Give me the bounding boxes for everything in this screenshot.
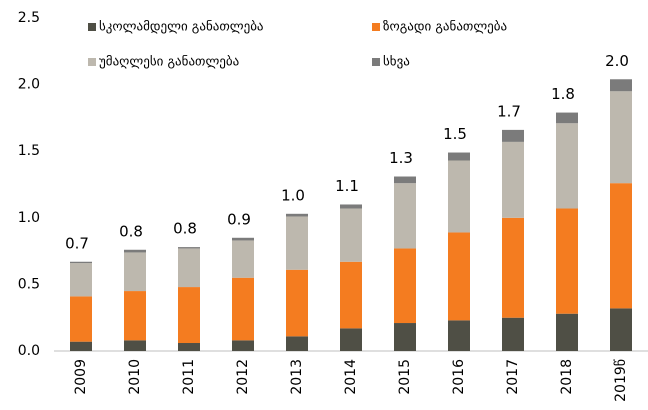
bar-segment: [610, 308, 632, 351]
bar-segment: [448, 160, 470, 233]
bar-segment: [448, 152, 470, 161]
x-tick-label: 2017: [505, 359, 521, 395]
legend-label: სხვა: [383, 55, 410, 70]
x-tick-label: 2014: [343, 359, 359, 395]
total-label: 1.7: [497, 102, 521, 120]
bar-segment: [340, 328, 362, 351]
total-label: 0.7: [65, 234, 89, 252]
bar-segment: [394, 248, 416, 324]
x-tick-label: 2011: [181, 359, 197, 395]
bar-segment: [502, 217, 524, 318]
bar-segment: [556, 208, 578, 314]
bar-segment: [394, 183, 416, 249]
y-tick-label: 0.0: [18, 343, 40, 359]
bar-segment: [232, 237, 254, 241]
total-label: 1.0: [281, 186, 305, 204]
bar-segment: [556, 313, 578, 351]
x-tick-label: 2018: [559, 359, 575, 395]
y-tick-label: 2.5: [18, 10, 40, 26]
bar-segment: [448, 320, 470, 351]
legend-label: უმაღლესი განათლება: [99, 55, 239, 70]
bar-segment: [124, 291, 146, 341]
y-tick-label: 2.0: [18, 77, 40, 93]
bar-segment: [70, 296, 92, 342]
bar-segment: [232, 277, 254, 341]
total-label: 1.3: [389, 149, 413, 167]
bar-segment: [286, 336, 308, 351]
bar-segment: [502, 129, 524, 142]
bar-segment: [178, 247, 200, 249]
legend-label: ზოგადი განათლება: [383, 20, 507, 35]
bar-segment: [556, 123, 578, 209]
bar-segment: [610, 183, 632, 309]
bar-segment: [502, 141, 524, 218]
bar-segment: [394, 176, 416, 184]
total-label: 0.8: [173, 220, 197, 238]
y-tick-label: 1.0: [18, 210, 40, 226]
total-label: 2.0: [605, 52, 629, 70]
bar-segment: [286, 269, 308, 337]
bar-segment: [70, 341, 92, 351]
total-label: 1.8: [551, 85, 575, 103]
x-tick-label: 2015: [397, 359, 413, 395]
bar-segment: [178, 343, 200, 351]
total-label: 0.9: [227, 210, 251, 228]
legend-swatch: [88, 23, 96, 31]
bar-segment: [124, 340, 146, 351]
bar-segment: [286, 216, 308, 270]
legend-swatch: [372, 23, 380, 31]
bar-segment: [610, 79, 632, 92]
total-label: 0.8: [119, 222, 143, 240]
bar-segment: [232, 340, 254, 351]
total-label: 1.5: [443, 125, 467, 143]
bar-segment: [394, 323, 416, 351]
bar-segment: [124, 249, 146, 253]
x-tick-label: 2010: [127, 359, 143, 395]
y-tick-label: 1.5: [18, 143, 40, 159]
legend-swatch: [88, 58, 96, 66]
bar-segment: [178, 287, 200, 344]
bar-segment: [178, 248, 200, 288]
bar-segment: [340, 208, 362, 262]
legend-label: სკოლამდელი განათლება: [99, 20, 264, 35]
legend-swatch: [372, 58, 380, 66]
bar-segment: [556, 112, 578, 124]
bar-segment: [232, 240, 254, 278]
total-label: 1.1: [335, 177, 359, 195]
bar-segment: [448, 232, 470, 321]
bar-segment: [70, 261, 92, 264]
bar-segment: [502, 317, 524, 351]
x-tick-label: 2012: [235, 359, 251, 395]
x-tick-label: 2016: [451, 359, 467, 395]
bar-segment: [286, 213, 308, 217]
bar-segment: [70, 263, 92, 297]
bar-segment: [340, 261, 362, 329]
x-tick-label: 2019წ: [613, 359, 629, 402]
y-tick-label: 0.5: [18, 276, 40, 292]
x-tick-label: 2013: [289, 359, 305, 395]
x-tick-label: 2009: [73, 359, 89, 395]
bar-segment: [124, 252, 146, 292]
bar-segment: [610, 91, 632, 184]
bar-segment: [340, 204, 362, 209]
